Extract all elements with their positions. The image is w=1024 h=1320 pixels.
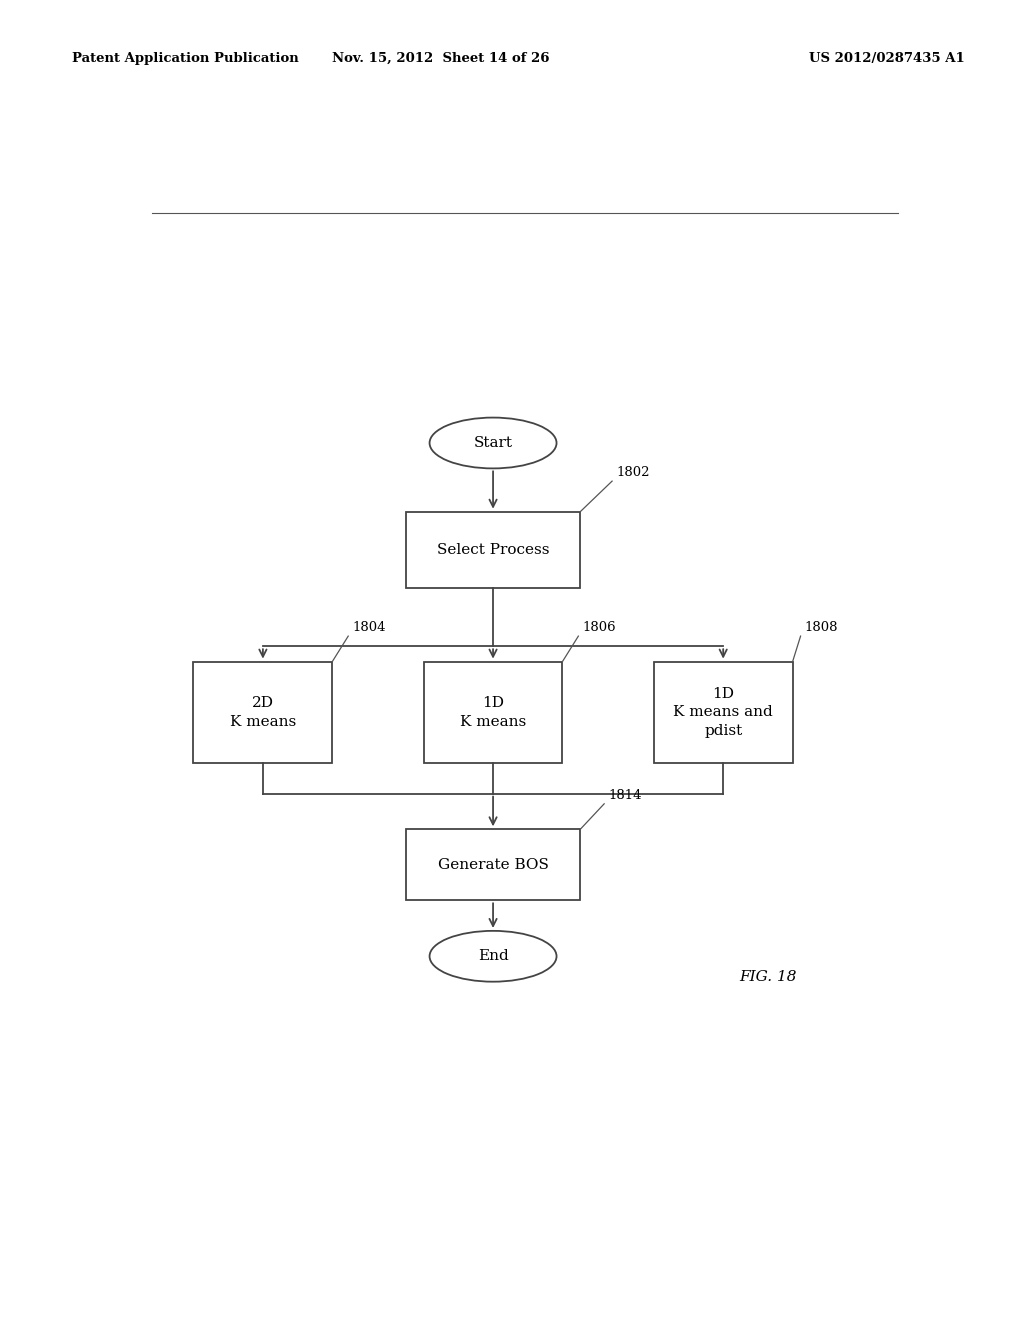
Bar — [424, 661, 562, 763]
Text: 1806: 1806 — [583, 622, 616, 634]
Text: Nov. 15, 2012  Sheet 14 of 26: Nov. 15, 2012 Sheet 14 of 26 — [332, 51, 549, 65]
Text: Select Process: Select Process — [437, 543, 549, 557]
Text: 1808: 1808 — [805, 622, 838, 634]
Text: 1D
K means and
pdist: 1D K means and pdist — [674, 686, 773, 738]
Bar — [194, 661, 333, 763]
Text: 1814: 1814 — [608, 789, 642, 801]
Text: 2D
K means: 2D K means — [229, 696, 296, 729]
Text: Generate BOS: Generate BOS — [437, 858, 549, 871]
Bar — [406, 829, 581, 900]
Text: US 2012/0287435 A1: US 2012/0287435 A1 — [809, 51, 965, 65]
Text: 1802: 1802 — [616, 466, 649, 479]
Text: 1D
K means: 1D K means — [460, 696, 526, 729]
Text: 1804: 1804 — [352, 622, 386, 634]
Text: FIG. 18: FIG. 18 — [739, 970, 797, 983]
Text: Patent Application Publication: Patent Application Publication — [72, 51, 298, 65]
Bar — [653, 661, 793, 763]
Text: Start: Start — [473, 436, 513, 450]
Bar — [406, 512, 581, 587]
Text: End: End — [477, 949, 509, 964]
